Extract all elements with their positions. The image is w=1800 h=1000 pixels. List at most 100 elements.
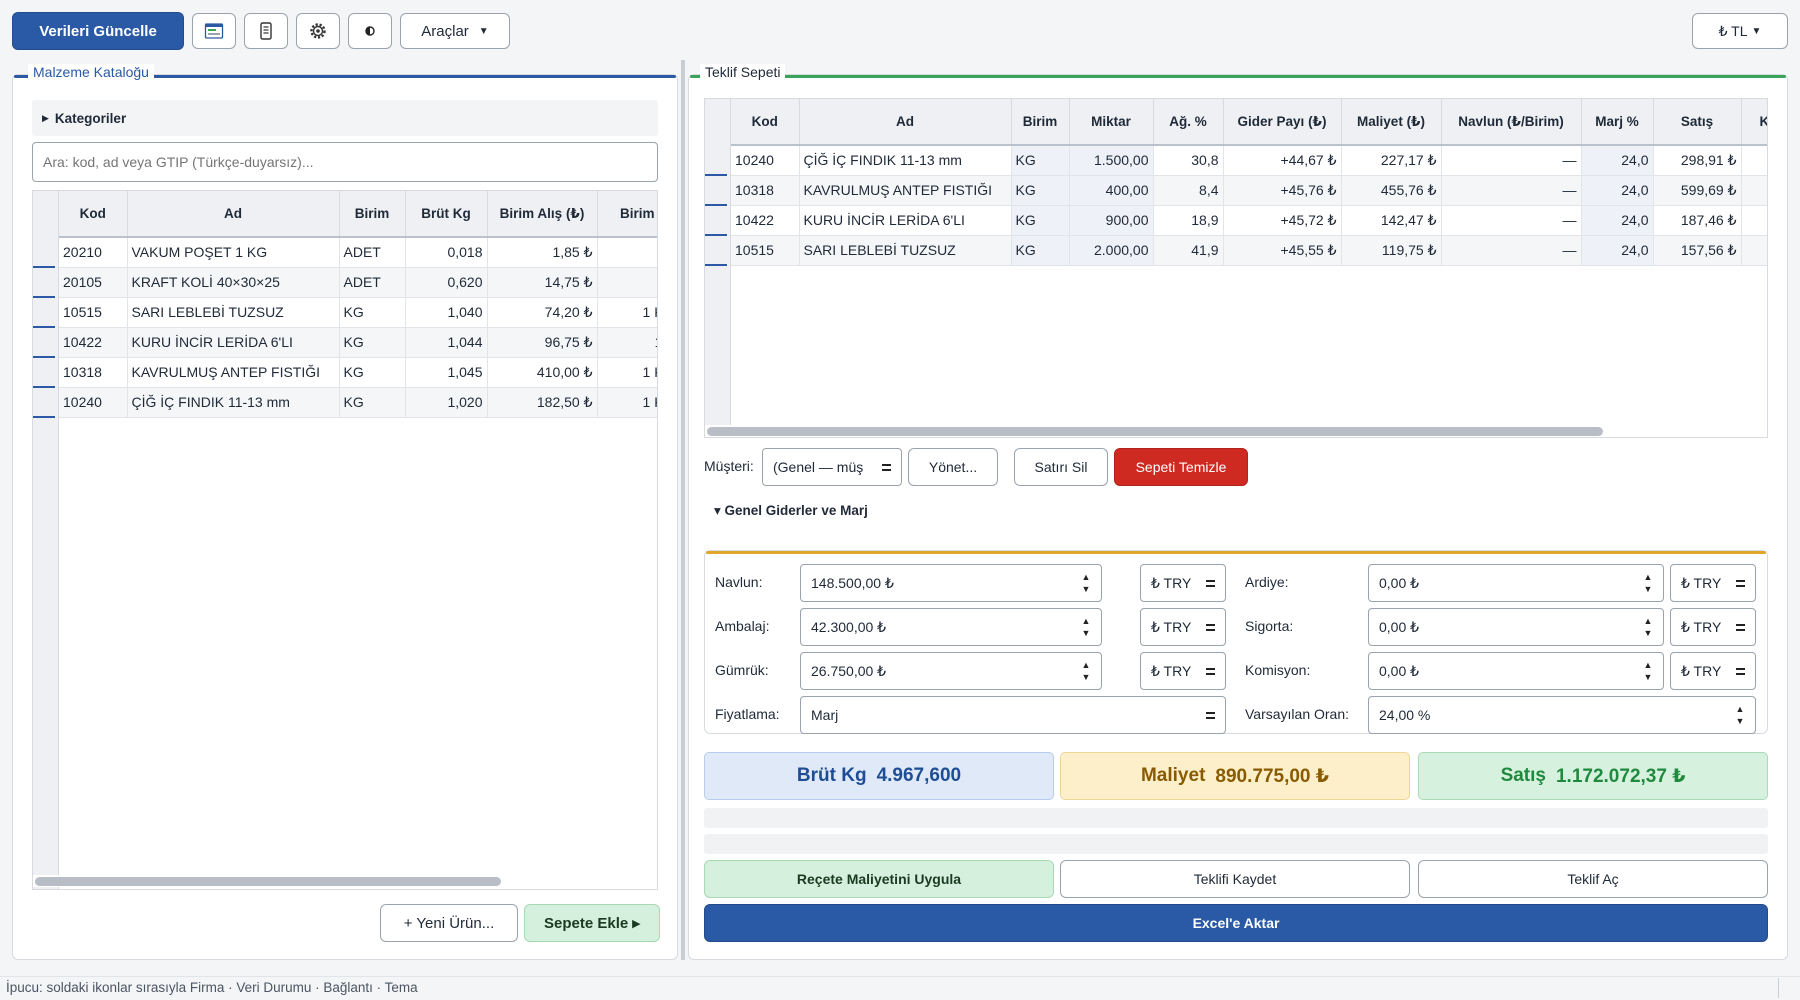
catalog-col-header[interactable]: Kod	[59, 191, 128, 238]
theme-contrast-icon	[365, 26, 375, 36]
refresh-data-button[interactable]: Verileri Güncelle	[12, 12, 184, 50]
manage-customers-button[interactable]: Yönet...	[908, 448, 998, 486]
cart-cell-ad: SARI LEBLEBİ TUZSUZ	[799, 235, 1012, 266]
cart-col-header[interactable]: Kayn	[1741, 99, 1767, 146]
cart-cell-gider: +45,72 ₺	[1223, 205, 1342, 236]
packaging-input[interactable]: 42.300,00 ₺ ▲ ▼	[800, 608, 1102, 646]
catalog-row[interactable]: 10422 KURU İNCİR LERİDA 6'LI KG 1,044 96,75 …	[59, 327, 657, 358]
catalog-row[interactable]: 10318 KAVRULMUŞ ANTEP FISTIĞI KG 1,045 410,0…	[59, 357, 657, 388]
size-grip-icon[interactable]	[1778, 978, 1792, 998]
catalog-cell-extra: 1 KG	[597, 327, 657, 358]
catalog-col-header[interactable]: Ad	[127, 191, 340, 238]
catalog-cell-brut: 1,020	[405, 387, 488, 418]
default-rate-label: Varsayılan Oran:	[1245, 706, 1350, 722]
insurance-spinner[interactable]: ▲ ▼	[1643, 616, 1653, 638]
clear-cart-button[interactable]: Sepeti Temizle	[1114, 448, 1248, 486]
freight-label: Navlun:	[715, 574, 763, 590]
cart-cell-miktar[interactable]: 1.500,00	[1069, 145, 1154, 176]
catalog-row[interactable]: 10240 ÇİĞ İÇ FINDIK 11-13 mm KG 1,020 182,50…	[59, 387, 657, 418]
catalog-group-line	[14, 75, 676, 78]
catalog-col-header[interactable]: Birim	[339, 191, 406, 238]
insurance-input[interactable]: 0,00 ₺ ▲ ▼	[1368, 608, 1664, 646]
catalog-cell-alis: 14,75 ₺	[487, 267, 598, 298]
catalog-col-header[interactable]: Birim Ç	[597, 191, 657, 238]
commission-input[interactable]: 0,00 ₺ ▲ ▼	[1368, 652, 1664, 690]
catalog-horizontal-scrollbar[interactable]	[33, 875, 657, 887]
export-excel-button[interactable]: Excel'e Aktar	[704, 904, 1768, 942]
scrollbar-thumb[interactable]	[707, 427, 1603, 436]
catalog-col-header[interactable]: Brüt Kg	[405, 191, 488, 238]
cart-col-header[interactable]: Kod	[731, 99, 800, 146]
categories-header[interactable]: ▶ Kategoriler	[32, 100, 658, 136]
cart-col-header[interactable]: Miktar	[1069, 99, 1154, 146]
data-status-button[interactable]	[244, 13, 288, 49]
panel-splitter[interactable]	[681, 60, 685, 960]
apply-recipe-cost-button[interactable]: Reçete Maliyetini Uygula	[704, 860, 1054, 898]
catalog-row[interactable]: 20210 VAKUM POŞET 1 KG ADET 0,018 1,85 ₺	[59, 237, 657, 268]
freight-input[interactable]: 148.500,00 ₺ ▲ ▼	[800, 564, 1102, 602]
cart-cell-miktar[interactable]: 900,00	[1069, 205, 1154, 236]
freight-currency-combo[interactable]: ₺ TRY	[1140, 564, 1226, 602]
cart-cell-miktar[interactable]: 400,00	[1069, 175, 1154, 206]
cart-cell-marj[interactable]: 24,0	[1581, 205, 1654, 236]
default-rate-input[interactable]: 24,00 % ▲ ▼	[1368, 696, 1756, 734]
cart-cell-marj[interactable]: 24,0	[1581, 235, 1654, 266]
catalog-col-header[interactable]: Birim Alış (₺)	[487, 191, 598, 238]
cart-cell-marj[interactable]: 24,0	[1581, 175, 1654, 206]
cart-col-header[interactable]: Ad	[799, 99, 1012, 146]
storage-spinner[interactable]: ▲ ▼	[1643, 572, 1653, 594]
cart-cell-miktar[interactable]: 2.000,00	[1069, 235, 1154, 266]
cart-col-header[interactable]: Marj %	[1581, 99, 1654, 146]
default-rate-spinner[interactable]: ▲ ▼	[1735, 704, 1745, 726]
add-to-cart-button[interactable]: Sepete Ekle ▸	[524, 904, 660, 942]
customs-currency-combo[interactable]: ₺ TRY	[1140, 652, 1226, 690]
cart-col-header[interactable]: Satış	[1653, 99, 1742, 146]
cart-col-header[interactable]: Maliyet (₺)	[1341, 99, 1442, 146]
cart-col-header[interactable]: Ağ. %	[1153, 99, 1224, 146]
connection-button[interactable]	[296, 13, 340, 49]
cart-cell-gider: +45,55 ₺	[1223, 235, 1342, 266]
cart-col-header[interactable]: Navlun (₺/Birim)	[1441, 99, 1582, 146]
pricing-combo[interactable]: Marj	[800, 696, 1226, 734]
scrollbar-thumb[interactable]	[35, 877, 501, 886]
catalog-cell-extra	[597, 237, 657, 268]
storage-input[interactable]: 0,00 ₺ ▲ ▼	[1368, 564, 1664, 602]
commission-currency-combo[interactable]: ₺ TRY	[1670, 652, 1756, 690]
cart-col-header[interactable]: Gider Payı (₺)	[1223, 99, 1342, 146]
customs-input[interactable]: 26.750,00 ₺ ▲ ▼	[800, 652, 1102, 690]
theme-button[interactable]	[348, 13, 392, 49]
cart-cell-navlun: —	[1441, 205, 1582, 236]
catalog-cell-ad: SARI LEBLEBİ TUZSUZ	[127, 297, 340, 328]
customer-combo[interactable]: (Genel — müş	[762, 448, 902, 486]
cart-row[interactable]: 10515 SARI LEBLEBİ TUZSUZ KG 2.000,00 41,9 +4…	[731, 235, 1767, 266]
customs-spinner[interactable]: ▲ ▼	[1081, 660, 1091, 682]
currency-dropdown[interactable]: ₺ TL ▼	[1692, 13, 1788, 49]
cart-col-header[interactable]: Birim	[1011, 99, 1070, 146]
company-button[interactable]	[192, 13, 236, 49]
freight-spinner[interactable]: ▲ ▼	[1081, 572, 1091, 594]
storage-currency-combo[interactable]: ₺ TRY	[1670, 564, 1756, 602]
expenses-toggle[interactable]: ▾ Genel Giderler ve Marj	[714, 503, 868, 518]
cart-cell-marj[interactable]: 24,0	[1581, 145, 1654, 176]
tools-dropdown[interactable]: Araçlar ▼	[400, 13, 510, 49]
catalog-search-input[interactable]	[32, 142, 658, 182]
commission-spinner[interactable]: ▲ ▼	[1643, 660, 1653, 682]
packaging-spinner[interactable]: ▲ ▼	[1081, 616, 1091, 638]
sales-summary: Satış 1.172.072,37 ₺	[1418, 752, 1768, 800]
save-offer-button[interactable]: Teklifi Kaydet	[1060, 860, 1410, 898]
insurance-currency-combo[interactable]: ₺ TRY	[1670, 608, 1756, 646]
catalog-row[interactable]: 10515 SARI LEBLEBİ TUZSUZ KG 1,040 74,20 ₺ 1 …	[59, 297, 657, 328]
packaging-currency-combo[interactable]: ₺ TRY	[1140, 608, 1226, 646]
dropdown-icon	[1736, 624, 1745, 631]
catalog-row[interactable]: 20105 KRAFT KOLİ 40×30×25 ADET 0,620 14,75 ₺	[59, 267, 657, 298]
cart-row[interactable]: 10240 ÇİĞ İÇ FINDIK 11-13 mm KG 1.500,00 30,…	[731, 145, 1767, 176]
catalog-cell-alis: 96,75 ₺	[487, 327, 598, 358]
new-product-button[interactable]: + Yeni Ürün...	[380, 904, 518, 942]
open-offer-button[interactable]: Teklif Aç	[1418, 860, 1768, 898]
delete-row-button[interactable]: Satırı Sil	[1014, 448, 1108, 486]
cart-row[interactable]: 10422 KURU İNCİR LERİDA 6'LI KG 900,00 18,9 +…	[731, 205, 1767, 236]
cart-horizontal-scrollbar[interactable]	[705, 425, 1767, 437]
cart-row[interactable]: 10318 KAVRULMUŞ ANTEP FISTIĞI KG 400,00 8,4 +…	[731, 175, 1767, 206]
cart-cell-ag: 8,4	[1153, 175, 1224, 206]
cart-cell-kod: 10318	[731, 175, 800, 206]
